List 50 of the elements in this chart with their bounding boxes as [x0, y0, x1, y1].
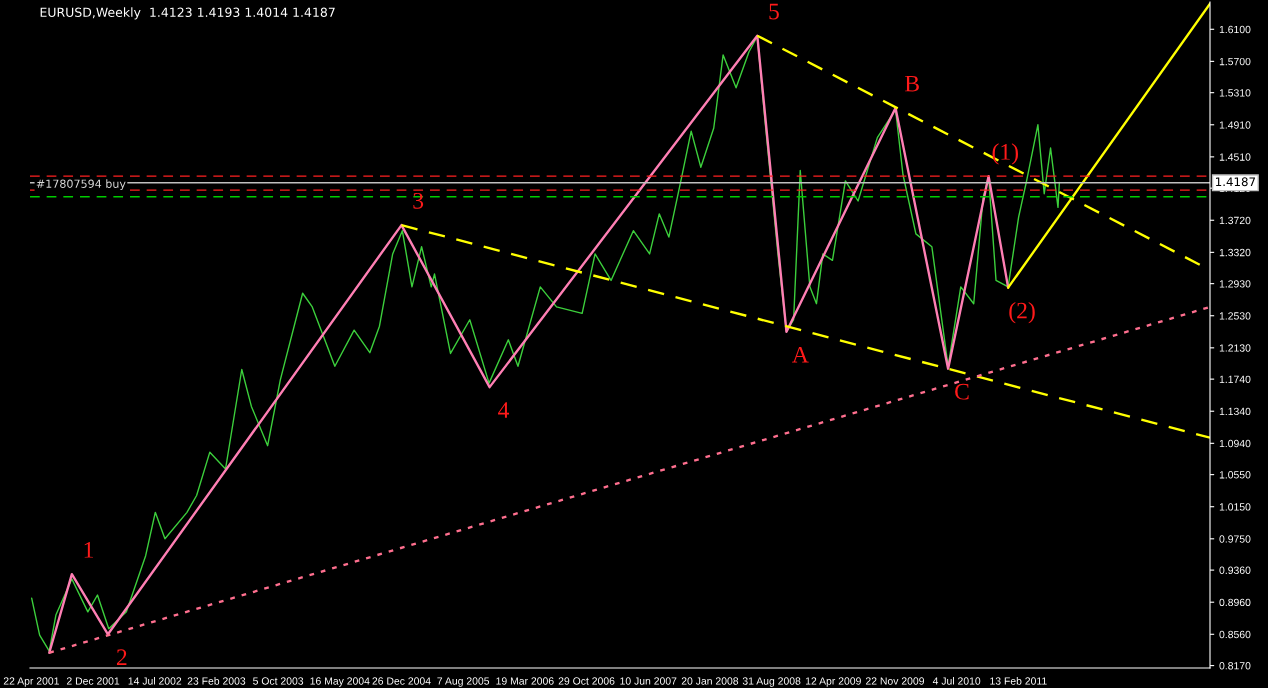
- annotation: B: [904, 75, 919, 92]
- annotation: 5: [769, 3, 779, 20]
- y-tick-label: 1.5310: [1219, 89, 1251, 97]
- x-tick-label: 2 Dec 2001: [66, 677, 120, 685]
- annotation: C: [955, 383, 969, 400]
- annotation: 2: [116, 649, 127, 665]
- y-tick-label: 1.3320: [1219, 248, 1251, 257]
- ref-line-label: 1.4187: [1216, 177, 1256, 187]
- y-tick-label: 1.1340: [1219, 407, 1251, 416]
- y-tick-label: 1.4510: [1219, 153, 1251, 161]
- x-tick-label: 29 Oct 2006: [558, 677, 615, 685]
- annotation: 3: [413, 192, 424, 209]
- y-tick-label: 1.0940: [1219, 439, 1251, 448]
- y-tick-label: 1.3720: [1219, 216, 1251, 225]
- y-tick-label: 1.2930: [1219, 280, 1251, 288]
- chart-title: EURUSD,Weekly 1.4123 1.4193 1.4014 1.4187: [40, 7, 335, 20]
- x-tick-label: 22 Nov 2009: [865, 677, 925, 685]
- annotation: (2): [1009, 301, 1035, 324]
- y-tick-label: 1.4910: [1219, 121, 1251, 129]
- x-tick-label: 7 Aug 2005: [437, 677, 490, 687]
- x-tick-label: 12 Apr 2009: [805, 677, 861, 687]
- y-tick-label: 1.1740: [1219, 375, 1251, 384]
- y-tick-label: 1.6100: [1219, 25, 1251, 34]
- x-tick-label: 13 Feb 2011: [990, 677, 1047, 685]
- x-tick-label: 4 Jul 2010: [932, 677, 981, 685]
- y-tick-label: 0.9750: [1219, 535, 1251, 543]
- x-tick-label: 20 Jan 2008: [681, 677, 739, 685]
- annotation: 1: [84, 541, 94, 558]
- y-tick-label: 0.8960: [1219, 598, 1251, 607]
- y-tick-label: 1.0150: [1219, 503, 1251, 511]
- y-tick-label: 0.8170: [1219, 662, 1251, 670]
- annotation: A: [792, 346, 809, 363]
- x-tick-label: 31 Aug 2008: [742, 677, 801, 687]
- annotation: 4: [498, 402, 510, 418]
- annotation: (1): [992, 143, 1018, 165]
- x-tick-label: 16 May 2004: [310, 677, 370, 687]
- y-tick-label: 1.5700: [1219, 57, 1251, 66]
- x-tick-label: 5 Oct 2003: [253, 677, 304, 685]
- x-tick-label: 10 Jun 2007: [620, 677, 677, 685]
- x-tick-label: 14 Jul 2002: [128, 677, 182, 685]
- x-tick-label: 19 Mar 2006: [496, 677, 554, 685]
- x-tick-label: 23 Feb 2003: [187, 677, 246, 685]
- x-tick-label: 26 Dec 2004: [372, 677, 431, 685]
- y-tick-label: 0.9360: [1219, 566, 1251, 574]
- ref-line-label: #17807594 buy: [36, 179, 126, 191]
- y-tick-label: 1.2130: [1219, 344, 1251, 352]
- y-tick-label: 1.0550: [1219, 471, 1251, 479]
- x-tick-label: 22 Apr 2001: [3, 677, 59, 687]
- y-tick-label: 1.2530: [1219, 312, 1251, 320]
- y-tick-label: 0.8560: [1219, 630, 1251, 639]
